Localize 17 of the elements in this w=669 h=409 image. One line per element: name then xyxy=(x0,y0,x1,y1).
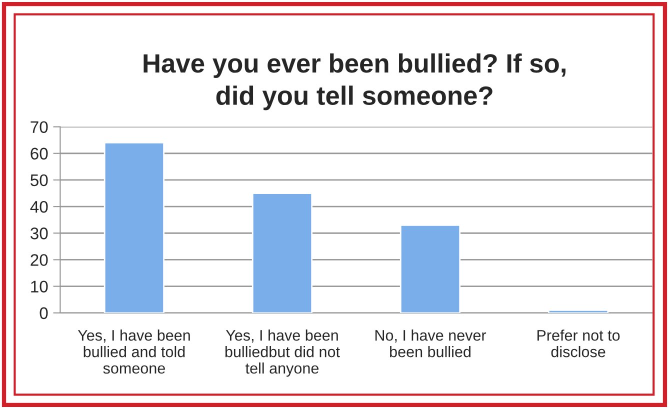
chart-title: Have you ever been bullied? If so, did you tell someone? xyxy=(144,53,566,110)
y-tick-label: 20 xyxy=(30,254,48,266)
y-tick-label: 60 xyxy=(30,148,48,160)
bar xyxy=(252,192,313,313)
y-tick-label: 50 xyxy=(30,174,48,186)
bar xyxy=(104,142,165,313)
x-tick-label: Yes, I have been bulliedbut did not tell anyone xyxy=(225,330,340,377)
x-tick-label: Yes, I have been bullied and told someone xyxy=(78,330,190,374)
x-tick-label: Prefer not to disclose xyxy=(537,330,620,358)
bar xyxy=(548,310,609,313)
y-tick-label: 30 xyxy=(30,228,48,240)
y-tick-label: 10 xyxy=(31,280,48,293)
y-tick-label: 70 xyxy=(30,121,48,133)
y-tick-label: 0 xyxy=(40,307,48,320)
x-tick-label: No, I have never been bullied xyxy=(375,330,486,358)
bar xyxy=(400,224,461,313)
y-tick-label: 40 xyxy=(30,200,48,213)
